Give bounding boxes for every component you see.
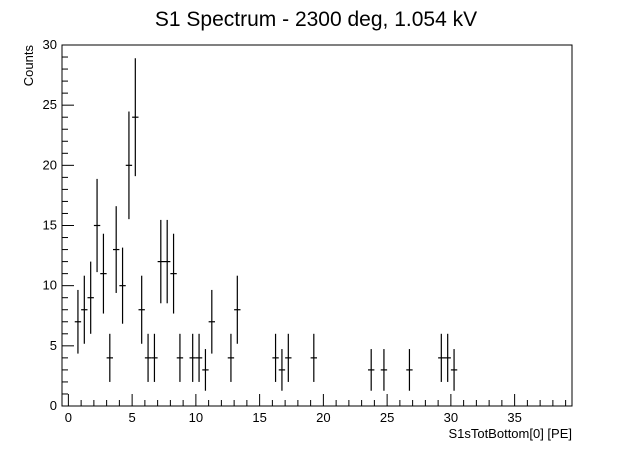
- data-point: [368, 349, 375, 391]
- y-axis: 0 5 10 15 20 25 30: [43, 37, 74, 413]
- data-point: [380, 349, 388, 391]
- x-tick-label: 0: [65, 410, 72, 425]
- plot-frame: [61, 44, 573, 407]
- x-axis-label: S1sTotBottom[0] [PE]: [448, 426, 572, 441]
- y-axis-label: Counts: [21, 45, 36, 87]
- data-point: [278, 349, 286, 391]
- data-point: [132, 58, 139, 177]
- x-tick-label: 5: [129, 410, 136, 425]
- data-point: [234, 275, 241, 344]
- data-point: [208, 289, 215, 354]
- x-tick-label: 25: [380, 410, 394, 425]
- x-tick-label: 30: [444, 410, 458, 425]
- data-point: [406, 349, 413, 391]
- data-point: [450, 349, 458, 391]
- x-axis: 0 5 10 15 20 25 30 35: [65, 394, 567, 425]
- data-point: [272, 333, 279, 382]
- data-point: [438, 333, 445, 382]
- data-point: [113, 206, 120, 293]
- data-point: [144, 333, 152, 382]
- chart-title: S1 Spectrum - 2300 deg, 1.054 kV: [155, 8, 477, 31]
- data-point: [100, 233, 107, 314]
- data-point: [93, 178, 101, 273]
- data-point: [202, 349, 209, 391]
- data-point: [106, 333, 113, 382]
- data-point: [81, 275, 88, 344]
- x-tick-label: 20: [316, 410, 330, 425]
- data-point: [170, 233, 177, 314]
- data-point: [164, 219, 171, 304]
- data-point: [138, 275, 145, 344]
- y-tick-label: 0: [50, 398, 57, 413]
- data-point: [119, 247, 126, 324]
- data-point: [444, 333, 451, 382]
- y-tick-label: 10: [43, 278, 57, 293]
- data-point: [227, 333, 235, 382]
- y-tick-label: 5: [50, 338, 57, 353]
- x-tick-label: 35: [507, 410, 521, 425]
- data-point: [176, 333, 184, 382]
- data-point: [310, 333, 317, 382]
- data-point: [125, 111, 133, 220]
- data-point: [189, 333, 196, 382]
- y-tick-label: 30: [43, 37, 57, 52]
- data-series: [74, 58, 458, 391]
- data-point: [285, 333, 292, 382]
- x-tick-label: 15: [252, 410, 266, 425]
- data-point: [157, 219, 164, 304]
- x-tick-label: 10: [189, 410, 203, 425]
- y-tick-label: 25: [43, 97, 57, 112]
- data-point: [195, 333, 203, 382]
- data-point: [74, 289, 82, 354]
- y-tick-label: 20: [43, 157, 57, 172]
- y-tick-label: 15: [43, 218, 57, 233]
- data-point: [87, 261, 94, 334]
- data-point: [151, 333, 158, 382]
